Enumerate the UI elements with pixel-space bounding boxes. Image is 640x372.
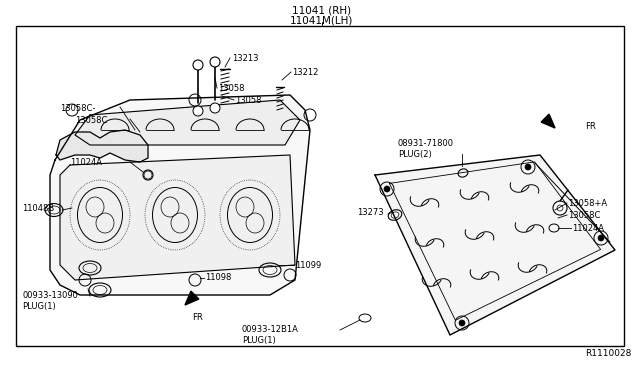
Text: 13058C: 13058C xyxy=(568,211,600,219)
Polygon shape xyxy=(60,155,295,280)
Circle shape xyxy=(193,106,203,116)
Circle shape xyxy=(459,320,465,326)
Text: 11098: 11098 xyxy=(205,273,232,282)
Polygon shape xyxy=(75,100,300,145)
Text: 00933-13090: 00933-13090 xyxy=(22,292,78,301)
Text: 13213: 13213 xyxy=(232,54,259,62)
Text: 13058+A: 13058+A xyxy=(568,199,607,208)
Text: 13212: 13212 xyxy=(292,67,318,77)
Polygon shape xyxy=(375,155,615,335)
Text: 00933-12B1A: 00933-12B1A xyxy=(242,326,299,334)
Polygon shape xyxy=(50,95,310,295)
Text: 11024A: 11024A xyxy=(70,157,102,167)
Text: 13058C: 13058C xyxy=(75,115,108,125)
Text: 11024A: 11024A xyxy=(572,224,604,232)
Text: PLUG(2): PLUG(2) xyxy=(398,150,432,158)
Text: R1110028: R1110028 xyxy=(586,349,632,358)
Circle shape xyxy=(193,60,203,70)
Text: FR: FR xyxy=(192,314,203,323)
Text: 11041 (RH): 11041 (RH) xyxy=(292,5,351,15)
Polygon shape xyxy=(56,130,148,162)
Circle shape xyxy=(210,57,220,67)
Circle shape xyxy=(553,201,567,215)
Text: PLUG(1): PLUG(1) xyxy=(242,337,276,346)
Circle shape xyxy=(598,235,604,241)
Text: 11048B: 11048B xyxy=(22,203,54,212)
Text: 13058: 13058 xyxy=(235,96,262,105)
Circle shape xyxy=(525,164,531,170)
Text: 13058: 13058 xyxy=(218,83,244,93)
Text: FR: FR xyxy=(585,122,596,131)
FancyBboxPatch shape xyxy=(16,26,624,346)
Text: 13273: 13273 xyxy=(357,208,383,217)
Text: 11041M(LH): 11041M(LH) xyxy=(291,15,354,25)
Text: PLUG(1): PLUG(1) xyxy=(22,302,56,311)
Polygon shape xyxy=(541,114,555,128)
Text: 11099: 11099 xyxy=(295,260,321,269)
Text: 13058C-: 13058C- xyxy=(60,103,95,112)
Polygon shape xyxy=(185,291,199,305)
Circle shape xyxy=(210,103,220,113)
Text: 08931-71800: 08931-71800 xyxy=(398,138,454,148)
Circle shape xyxy=(384,186,390,192)
